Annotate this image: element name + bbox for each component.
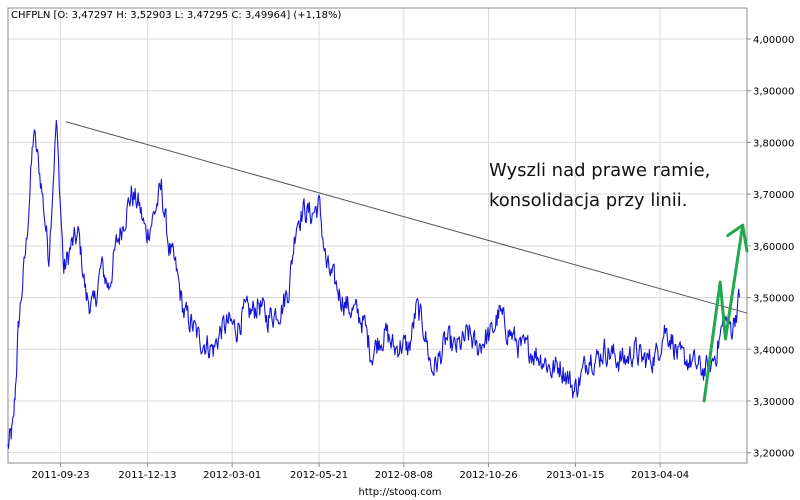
x-tick-label: 2012-10-26 [459,470,517,481]
x-tick-label: 2012-03-01 [203,470,261,481]
y-tick-label: 3,60000 [753,242,794,253]
y-tick-label: 3,50000 [753,294,794,305]
x-tick-label: 2013-04-04 [631,470,689,481]
annotation-line-2: konsolidacja przy linii. [489,190,687,211]
y-tick-label: 3,30000 [753,397,794,408]
plot-frame [7,7,748,464]
y-tick-label: 4,00000 [753,35,794,46]
y-tick-label: 3,90000 [753,87,794,98]
x-tick-label: 2012-08-08 [375,470,433,481]
x-tick-label: 2013-01-15 [546,470,604,481]
x-tick-label: 2011-09-23 [31,470,89,481]
annotation-line-1: Wyszli nad prawe ramie, [489,160,710,181]
y-tick-label: 3,40000 [753,345,794,356]
arrow-shaft [702,223,745,403]
trendline [65,121,748,314]
x-tick-label: 2011-12-13 [118,470,176,481]
x-tick-label: 2012-05-21 [290,470,348,481]
price-series [7,119,741,449]
arrow-head [726,223,749,253]
y-tick-label: 3,20000 [753,449,794,460]
source-footer: http://stooq.com [359,487,442,498]
quote-header: CHFPLN [O: 3,47297 H: 3,52903 L: 3,47295… [11,10,341,21]
y-tick-label: 3,80000 [753,138,794,149]
y-tick-label: 3,70000 [753,190,794,201]
green-arrow [702,223,749,403]
y-axis: 3,20000 3,30000 3,40000 3,50000 3,60000 3,700… [747,35,794,460]
x-axis: 2011-09-23 2011-12-13 2012-03-01 2012-05-21… [31,463,689,481]
price-line [7,119,741,449]
